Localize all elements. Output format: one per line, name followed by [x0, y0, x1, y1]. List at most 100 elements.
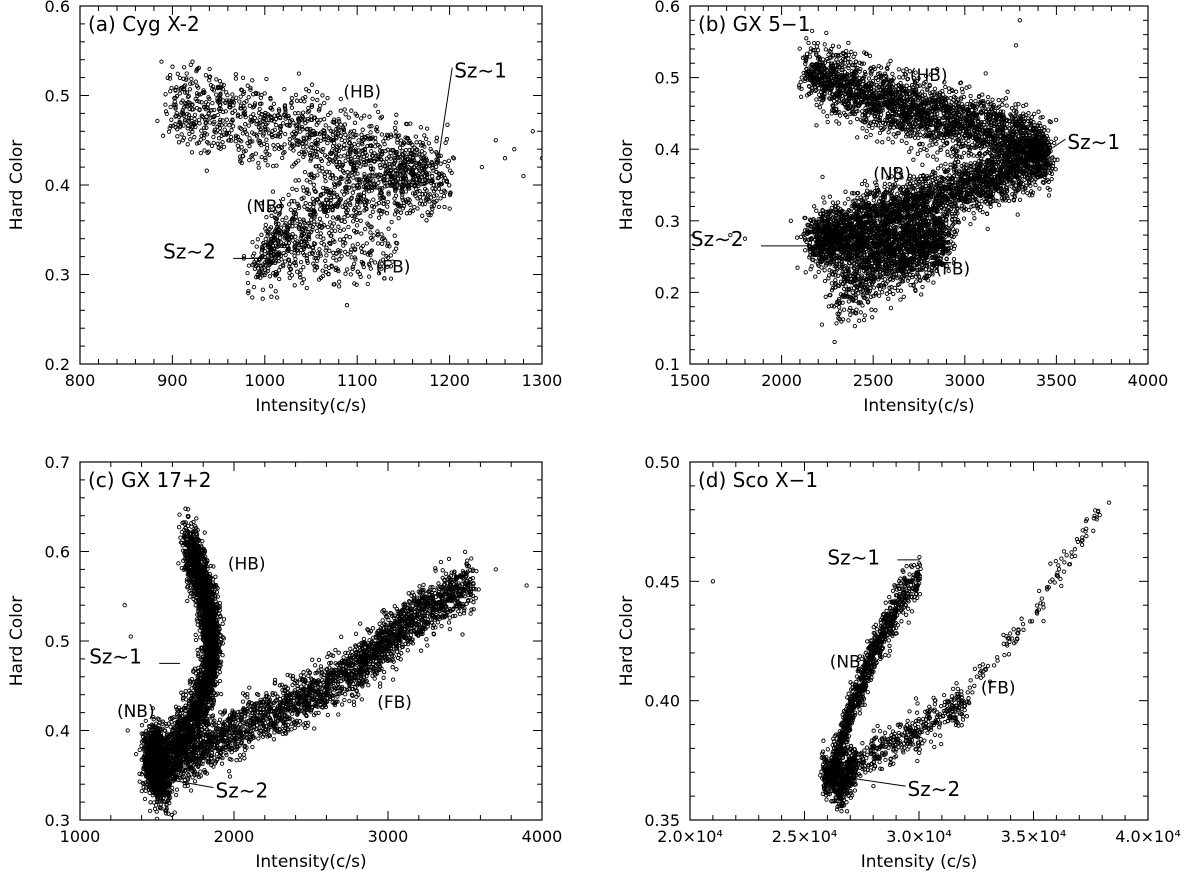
point	[349, 108, 354, 113]
point	[361, 190, 367, 195]
point	[357, 271, 362, 277]
point	[378, 264, 383, 269]
point	[207, 120, 212, 125]
point	[209, 143, 215, 148]
point	[338, 108, 343, 113]
point	[163, 102, 168, 107]
point	[369, 248, 375, 253]
point	[388, 150, 393, 156]
point	[360, 142, 365, 147]
point	[225, 92, 230, 98]
point	[305, 221, 311, 226]
point	[301, 217, 306, 222]
point	[381, 160, 386, 165]
point	[363, 179, 368, 184]
point	[204, 168, 209, 173]
point	[282, 142, 287, 147]
point	[373, 103, 378, 108]
point	[196, 117, 202, 123]
point	[342, 107, 347, 112]
point	[283, 116, 288, 121]
annotation: Sz∼1	[454, 59, 507, 83]
point	[392, 158, 398, 163]
point	[184, 90, 190, 95]
point	[216, 145, 221, 150]
point	[294, 98, 300, 103]
point	[309, 82, 315, 87]
point	[350, 169, 355, 175]
point	[296, 138, 301, 143]
point	[177, 124, 183, 130]
point	[393, 120, 399, 125]
point	[311, 175, 316, 181]
point	[282, 103, 288, 108]
point	[899, 138, 904, 143]
point	[279, 257, 284, 262]
point	[1053, 167, 1058, 172]
point	[238, 106, 243, 111]
point	[960, 90, 965, 95]
point	[216, 136, 222, 141]
point	[425, 210, 430, 215]
point	[258, 271, 264, 276]
point	[429, 204, 434, 209]
point	[254, 121, 259, 127]
point	[445, 164, 450, 169]
point	[264, 76, 269, 82]
point	[301, 264, 306, 270]
point	[1046, 128, 1051, 133]
point	[214, 77, 219, 82]
point	[392, 176, 397, 181]
point	[938, 145, 943, 150]
point	[289, 101, 294, 106]
point	[258, 201, 264, 206]
point	[230, 92, 235, 97]
point	[386, 226, 391, 231]
point	[294, 126, 300, 131]
point	[354, 282, 359, 287]
point	[311, 182, 316, 187]
point	[316, 108, 322, 113]
point	[325, 224, 330, 230]
point	[1026, 111, 1031, 116]
point	[370, 173, 375, 179]
point	[359, 246, 364, 251]
point	[241, 89, 247, 95]
point	[314, 122, 319, 127]
point	[243, 148, 248, 153]
point	[207, 78, 212, 83]
point	[372, 144, 378, 149]
point	[385, 204, 390, 209]
point	[422, 144, 427, 149]
point	[436, 186, 442, 191]
point	[392, 185, 397, 190]
point	[239, 139, 244, 144]
point	[299, 149, 304, 155]
point	[289, 142, 295, 147]
point	[395, 209, 400, 214]
point	[394, 241, 400, 246]
point	[407, 210, 413, 216]
point	[366, 274, 372, 279]
point	[417, 194, 423, 200]
point	[863, 134, 869, 140]
point	[446, 158, 452, 163]
point	[1049, 176, 1054, 182]
point	[240, 75, 246, 80]
point	[169, 117, 174, 122]
point	[405, 136, 411, 141]
point	[385, 243, 390, 248]
point	[363, 162, 368, 167]
point	[180, 98, 185, 103]
point	[364, 241, 369, 246]
point	[304, 226, 309, 231]
point	[342, 122, 348, 127]
point	[307, 172, 312, 177]
point	[900, 75, 906, 80]
point	[323, 208, 329, 214]
point	[424, 136, 429, 142]
point	[268, 118, 274, 123]
point	[846, 65, 851, 71]
point	[379, 266, 384, 271]
point	[292, 253, 297, 258]
